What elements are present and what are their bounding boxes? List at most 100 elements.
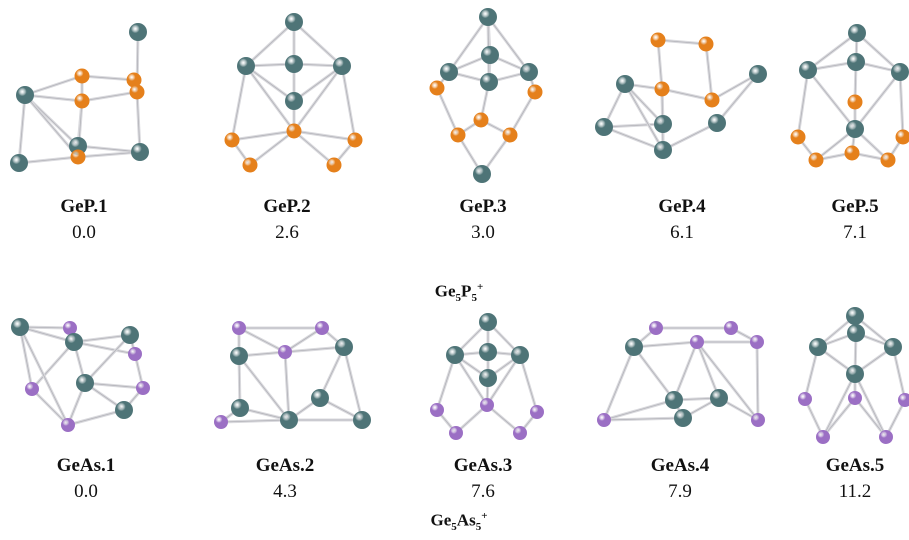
bond-shade — [20, 327, 68, 425]
p-atom — [348, 133, 363, 148]
formula-subscript-as: 5 — [476, 521, 482, 533]
formula-element-as: As — [457, 511, 476, 530]
ge-atom — [708, 114, 726, 132]
as-atom — [480, 398, 494, 412]
p-atom — [699, 37, 714, 52]
ge-atom — [665, 391, 683, 409]
ge-atom — [710, 389, 728, 407]
ge-atom — [479, 8, 497, 26]
gep-2-structure — [225, 13, 363, 173]
p-atom — [809, 153, 824, 168]
ge-atom — [10, 154, 28, 172]
p-atom — [243, 158, 258, 173]
isomer-energy-gep-5: 7.1 — [795, 222, 909, 244]
as-atom — [597, 413, 611, 427]
formula-element-ge: Ge — [431, 511, 452, 530]
isomer-label-gep-2: GeP.2 — [227, 196, 347, 218]
formula-subscript-p: 5 — [471, 292, 477, 304]
as-atom — [449, 426, 463, 440]
ge-atom — [311, 389, 329, 407]
ge-atom — [16, 86, 34, 104]
as-atom — [214, 415, 228, 429]
p-atom — [430, 81, 445, 96]
p-atom — [528, 85, 543, 100]
as-atom — [25, 382, 39, 396]
isomer-label-geas-3: GeAs.3 — [423, 455, 543, 477]
bond-shade — [74, 342, 135, 354]
ge-atom — [11, 318, 29, 336]
as-atom — [649, 321, 663, 335]
ge-atom — [654, 115, 672, 133]
bond-shade — [78, 152, 140, 157]
as-atom — [430, 403, 444, 417]
isomer-label-gep-5: GeP.5 — [795, 196, 909, 218]
ge-atom — [479, 369, 497, 387]
bond-shade — [634, 347, 674, 400]
as-atom — [61, 418, 75, 432]
as-atom — [63, 321, 77, 335]
geas-2-structure — [214, 321, 371, 429]
ge-atom — [231, 399, 249, 417]
as-atom — [879, 430, 893, 444]
p-atom — [327, 158, 342, 173]
formula-element-p: P — [461, 282, 471, 301]
bond-shade — [19, 95, 25, 163]
bond-shade — [697, 342, 719, 398]
formula-element-ge: Ge — [435, 282, 456, 301]
isomer-energy-gep-1: 0.0 — [24, 222, 144, 244]
p-atom — [896, 130, 909, 145]
as-atom — [798, 392, 812, 406]
geas-1-structure — [11, 318, 150, 432]
as-atom — [724, 321, 738, 335]
p-atom — [503, 128, 518, 143]
bond-shade — [25, 76, 82, 95]
ge-atom — [847, 53, 865, 71]
ge-atom — [847, 324, 865, 342]
ge-atom — [654, 141, 672, 159]
p-atom — [130, 85, 145, 100]
bond-shade — [32, 389, 68, 425]
bond-shade — [239, 328, 285, 352]
isomer-label-gep-3: GeP.3 — [423, 196, 543, 218]
bond-shade — [85, 335, 130, 383]
p-atom — [75, 94, 90, 109]
ge-atom — [285, 13, 303, 31]
ge-atom — [280, 411, 298, 429]
isomer-energy-gep-3: 3.0 — [423, 222, 543, 244]
ge-atom — [129, 23, 147, 41]
p-atom — [705, 93, 720, 108]
p-atom — [651, 33, 666, 48]
as-atom — [136, 381, 150, 395]
formula-ge5p5: Ge5P5+ — [359, 281, 559, 304]
ge-atom — [76, 374, 94, 392]
bond-shade — [604, 127, 663, 150]
isomer-energy-geas-1: 0.0 — [26, 481, 146, 503]
ge-atom — [333, 57, 351, 75]
p-atom — [451, 128, 466, 143]
ge-atom — [674, 409, 692, 427]
ge-atom — [353, 411, 371, 429]
bond-shade — [437, 88, 458, 135]
bond-shade — [706, 44, 712, 100]
ge-atom — [616, 75, 634, 93]
isomer-label-geas-4: GeAs.4 — [620, 455, 740, 477]
isomer-energy-geas-3: 7.6 — [423, 481, 543, 503]
ge-atom — [335, 338, 353, 356]
as-atom — [278, 345, 292, 359]
gep-3-structure — [430, 8, 543, 183]
as-atom — [848, 391, 862, 405]
ge-atom — [799, 61, 817, 79]
bond-shade — [798, 70, 808, 137]
p-atom — [881, 153, 896, 168]
bond-shade — [674, 342, 697, 400]
geas-4-structure — [597, 321, 765, 427]
as-atom — [530, 405, 544, 419]
isomer-label-geas-1: GeAs.1 — [26, 455, 146, 477]
formula-charge: + — [481, 510, 487, 522]
ge-atom — [479, 313, 497, 331]
as-atom — [751, 413, 765, 427]
p-atom — [848, 95, 863, 110]
p-atom — [474, 113, 489, 128]
bond-shade — [342, 66, 355, 140]
ge-atom — [285, 92, 303, 110]
